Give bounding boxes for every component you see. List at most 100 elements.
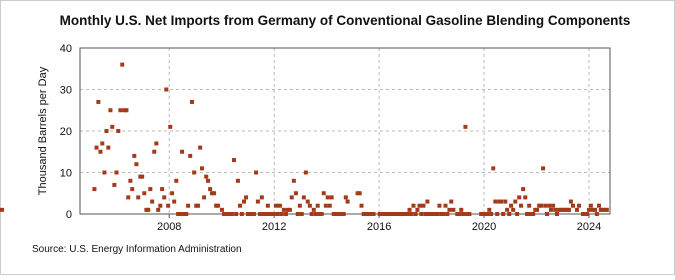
point: [160, 187, 165, 192]
point: [445, 212, 450, 216]
point: [531, 212, 536, 216]
point: [513, 199, 518, 204]
point: [341, 212, 346, 216]
point: [168, 124, 173, 129]
point: [429, 212, 434, 216]
point: [229, 212, 234, 216]
point: [146, 207, 151, 212]
point: [501, 212, 506, 216]
point: [389, 212, 394, 216]
point: [449, 199, 454, 204]
point: [405, 212, 410, 216]
point: [202, 195, 207, 200]
point: [455, 212, 460, 216]
point: [527, 203, 532, 208]
point: [206, 178, 211, 183]
point: [216, 203, 221, 208]
y-tick-label: 40: [60, 43, 72, 55]
point: [564, 207, 569, 212]
point: [594, 212, 599, 216]
point: [369, 212, 374, 216]
point: [225, 212, 230, 216]
point: [558, 207, 563, 212]
point: [156, 207, 161, 212]
point: [158, 203, 163, 208]
x-tick-label: 2020: [472, 221, 496, 233]
point: [535, 207, 540, 212]
point: [604, 207, 609, 212]
point: [130, 187, 135, 192]
point: [588, 203, 593, 208]
point: [409, 212, 414, 216]
x-tick-label: 2024: [577, 221, 601, 233]
point: [503, 199, 508, 204]
point: [120, 62, 125, 67]
point: [309, 212, 314, 216]
point: [251, 212, 256, 216]
point: [547, 203, 552, 208]
point: [254, 170, 259, 175]
point: [170, 191, 175, 196]
point: [235, 178, 240, 183]
point: [339, 212, 344, 216]
x-tick-label: 2008: [157, 221, 181, 233]
source-note: Source: U.S. Energy Information Administ…: [32, 244, 242, 255]
point: [142, 191, 147, 196]
x-tick-label: 2016: [367, 221, 391, 233]
point: [114, 170, 119, 175]
point: [461, 212, 466, 216]
point: [238, 203, 243, 208]
point: [327, 203, 332, 208]
point: [295, 212, 300, 216]
point: [190, 99, 195, 104]
point: [590, 207, 595, 212]
chart-title: Monthly U.S. Net Imports from Germany of…: [60, 13, 631, 28]
point: [112, 182, 117, 187]
point: [493, 199, 498, 204]
point: [126, 195, 131, 200]
point: [567, 207, 572, 212]
point: [361, 212, 366, 216]
point: [180, 149, 185, 154]
point: [289, 195, 294, 200]
point: [543, 203, 548, 208]
point: [281, 207, 286, 212]
point: [196, 203, 201, 208]
point: [164, 87, 169, 92]
point: [553, 207, 558, 212]
point: [269, 212, 274, 216]
point: [301, 195, 306, 200]
point: [323, 203, 328, 208]
point: [511, 207, 516, 212]
point: [108, 108, 113, 113]
point: [100, 141, 105, 146]
point: [198, 145, 203, 150]
point: [457, 212, 462, 216]
point: [98, 149, 103, 154]
y-tick-label: 10: [60, 168, 72, 180]
point: [357, 191, 362, 196]
point: [0, 207, 4, 212]
point: [136, 195, 141, 200]
point: [481, 212, 486, 216]
point: [355, 191, 360, 196]
point: [305, 199, 310, 204]
point: [407, 207, 412, 212]
point: [561, 207, 566, 212]
point: [188, 153, 193, 158]
point: [447, 207, 452, 212]
point: [541, 166, 546, 171]
point: [459, 207, 464, 212]
point: [584, 212, 589, 216]
point: [293, 191, 298, 196]
point: [182, 212, 187, 216]
point: [523, 195, 528, 200]
point: [204, 174, 209, 179]
point: [439, 212, 444, 216]
point: [463, 124, 468, 129]
point: [325, 195, 330, 200]
point: [152, 149, 157, 154]
point: [600, 207, 605, 212]
point: [245, 212, 250, 216]
